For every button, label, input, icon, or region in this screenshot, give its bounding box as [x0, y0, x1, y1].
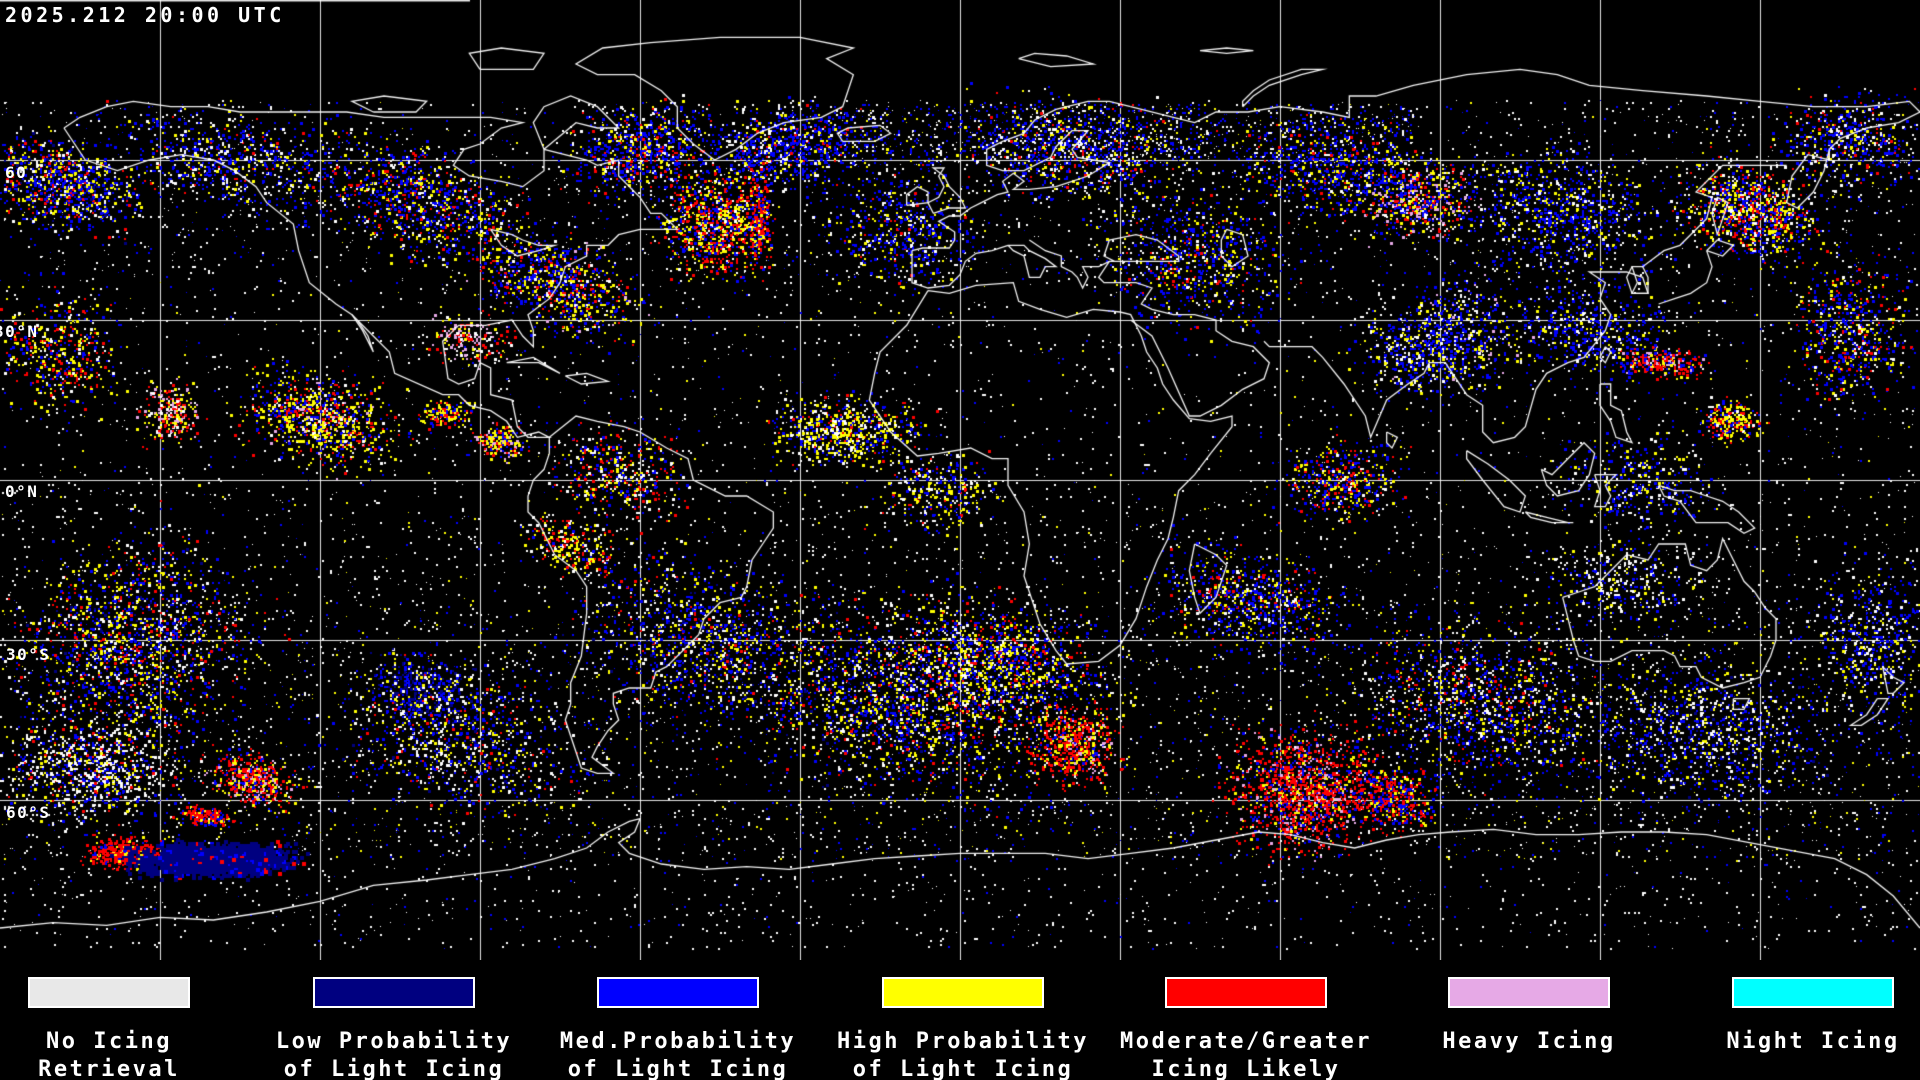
- legend-label: of Light Icing: [852, 1057, 1074, 1080]
- legend-item-no-icing: No Icing Retrieval: [28, 977, 192, 1080]
- timestamp-label: 2025.212 20:00 UTC: [5, 3, 285, 27]
- legend-label: Retrieval: [38, 1057, 180, 1080]
- legend-bar: No Icing Retrieval Low Probability of Li…: [0, 960, 1920, 1080]
- lat-label: 0°N: [5, 482, 39, 501]
- legend-item-low-probability: Low Probability of Light Icing: [276, 977, 510, 1080]
- legend-label: Moderate/Greater: [1120, 1029, 1372, 1054]
- legend-swatch-high-probability: [882, 977, 1044, 1008]
- legend-label: Icing Likely: [1151, 1057, 1341, 1080]
- legend-swatch-no-icing: [28, 977, 190, 1008]
- lat-label: 60: [5, 163, 28, 182]
- legend-item-heavy-icing: Heavy Icing: [1442, 977, 1613, 1077]
- lat-label: 30°S: [6, 645, 51, 664]
- legend-item-high-probability: High Probability of Light Icing: [837, 977, 1086, 1080]
- legend-swatch-med-probability: [597, 977, 759, 1008]
- world-icing-map-canvas: [0, 0, 1920, 960]
- legend-swatch-low-probability: [313, 977, 475, 1008]
- legend-label: of Light Icing: [567, 1057, 789, 1080]
- lat-label: 30°N: [0, 322, 39, 341]
- legend-item-night-icing: Night Icing: [1726, 977, 1897, 1077]
- legend-swatch-night-icing: [1732, 977, 1894, 1008]
- lat-label: 60°S: [6, 803, 51, 822]
- legend-label: Med.Probability: [559, 1029, 797, 1054]
- legend-swatch-moderate-greater: [1165, 977, 1327, 1008]
- legend-label: Low Probability: [275, 1029, 513, 1054]
- legend-item-med-probability: Med.Probability of Light Icing: [560, 977, 794, 1080]
- legend-item-moderate-greater: Moderate/Greater Icing Likely: [1120, 977, 1369, 1080]
- legend-swatch-heavy-icing: [1448, 977, 1610, 1008]
- legend-label: High Probability: [837, 1029, 1089, 1054]
- legend-label: of Light Icing: [283, 1057, 505, 1080]
- legend-label: No Icing: [46, 1029, 172, 1054]
- legend-label: Heavy Icing: [1442, 1029, 1616, 1054]
- legend-label: Night Icing: [1726, 1029, 1900, 1054]
